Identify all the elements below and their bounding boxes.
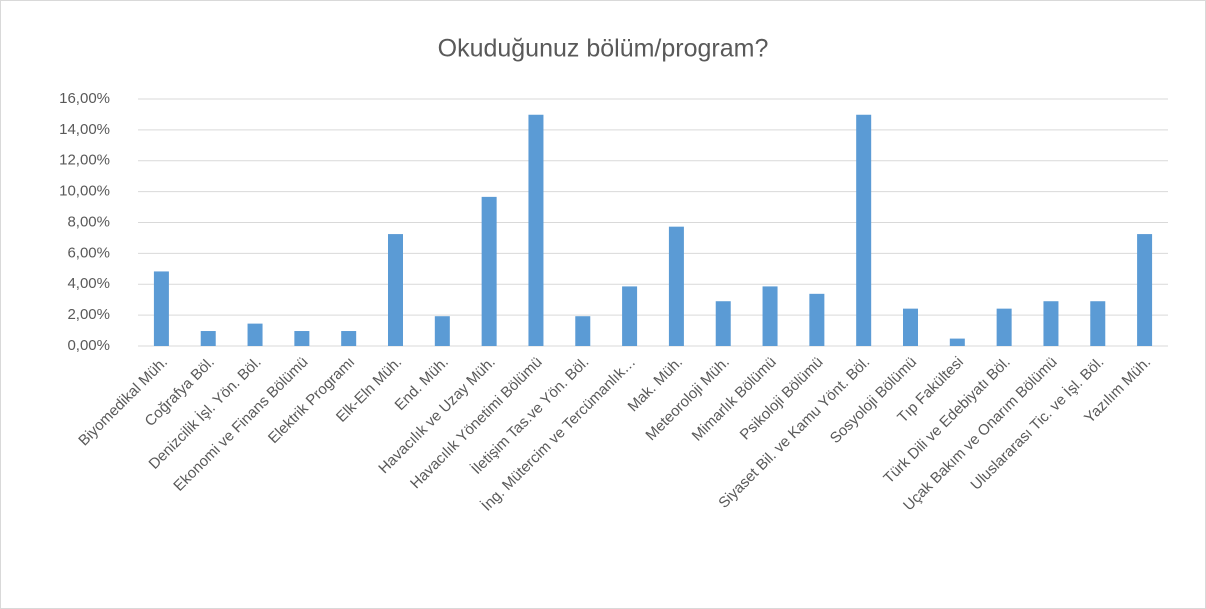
bar [1043,301,1059,346]
bar [668,226,684,346]
chart-title: Okuduğunuz bölüm/program? [438,35,769,63]
bar [528,114,544,346]
y-tick-label: 8,00% [67,213,110,230]
bar [1090,301,1106,346]
y-tick-label: 2,00% [67,306,110,323]
bar [809,293,825,346]
y-tick-label: 4,00% [67,275,110,292]
bar [762,286,778,346]
bar [153,271,169,346]
bar [996,308,1012,346]
y-tick-label: 0,00% [67,337,110,354]
y-tick-label: 16,00% [59,90,110,107]
y-tick-label: 14,00% [59,121,110,138]
bar [247,323,263,346]
bar [715,301,731,346]
bar [388,234,403,346]
bar [622,286,638,346]
bar [903,308,918,346]
y-tick-label: 10,00% [59,183,110,200]
bar [294,331,310,346]
bar [949,338,965,346]
bar [200,331,216,346]
y-tick-label: 12,00% [59,152,110,169]
bar [575,316,591,346]
bar [1137,234,1153,346]
bar [434,316,450,346]
y-tick-label: 6,00% [67,244,110,261]
bar [481,196,497,346]
bar [341,331,357,346]
bar [856,114,872,346]
